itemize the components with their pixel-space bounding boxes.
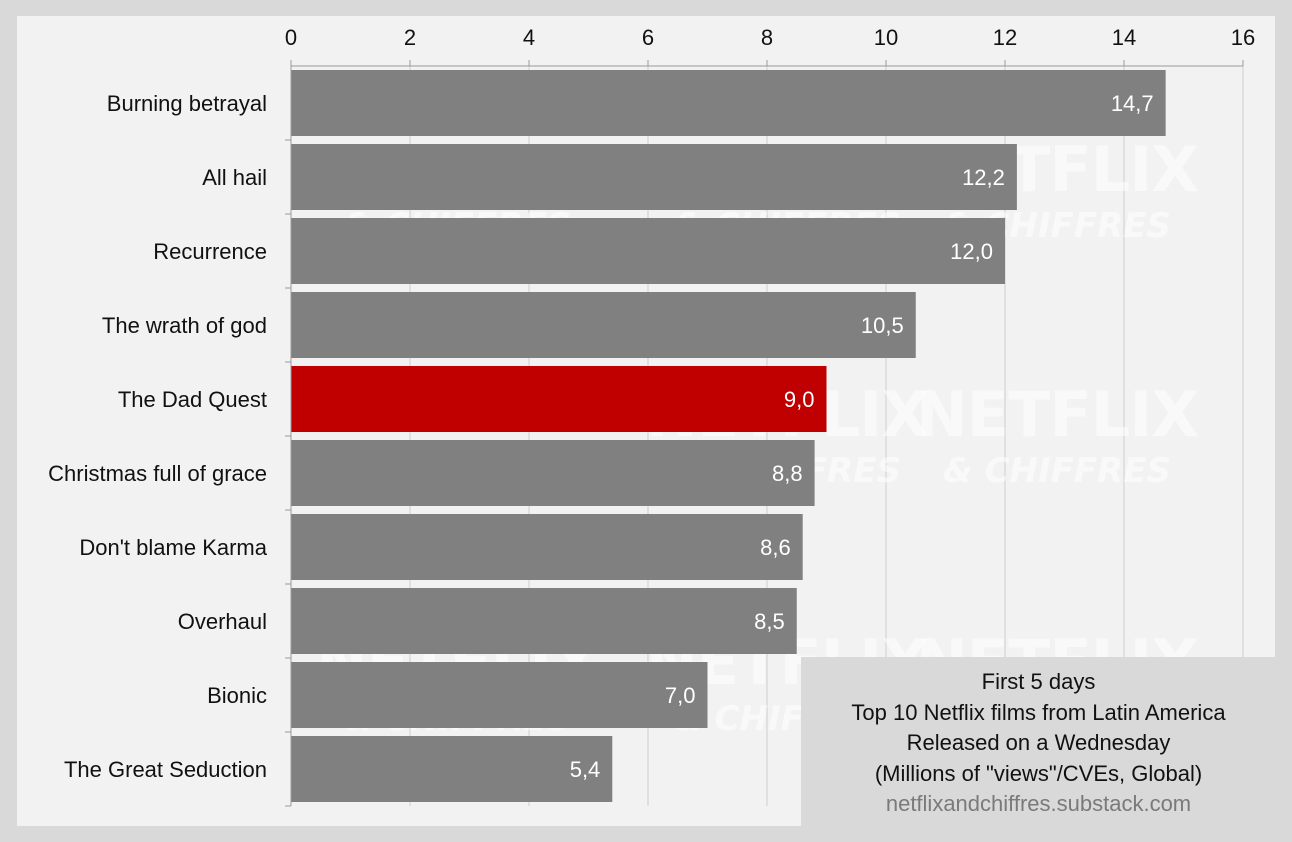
category-label: The wrath of god [102, 313, 267, 338]
bar-value-label: 8,5 [754, 609, 785, 634]
x-tick-label: 16 [1231, 25, 1255, 50]
bar [291, 218, 1005, 284]
bar [291, 292, 916, 358]
category-label: Burning betrayal [107, 91, 267, 116]
y-axis: Burning betrayal All hail Recurrence The wr… [48, 91, 268, 782]
x-tick-label: 0 [285, 25, 297, 50]
x-tick-label: 2 [404, 25, 416, 50]
x-tick-label: 6 [642, 25, 654, 50]
bar-value-label: 12,2 [962, 165, 1005, 190]
category-label: Christmas full of grace [48, 461, 267, 486]
category-label: Bionic [207, 683, 267, 708]
watermark-netflix: NETFLIX [916, 378, 1198, 451]
legend-box: First 5 days Top 10 Netflix films from L… [801, 657, 1276, 826]
legend-line-2: Top 10 Netflix films from Latin America [801, 698, 1276, 729]
legend-line-4: (Millions of "views"/CVEs, Global) [801, 759, 1276, 790]
legend-line-1: First 5 days [801, 667, 1276, 698]
bar [291, 70, 1166, 136]
bar-value-label: 8,6 [760, 535, 791, 560]
bar [291, 144, 1017, 210]
watermark-chiffres: & CHIFFRES [943, 451, 1171, 491]
category-label: The Dad Quest [118, 387, 267, 412]
bar-value-label: 5,4 [570, 757, 601, 782]
bar [291, 662, 708, 728]
bar [291, 514, 803, 580]
bar [291, 736, 612, 802]
bar [291, 588, 797, 654]
bar-value-label: 14,7 [1111, 91, 1154, 116]
bar [291, 366, 827, 432]
category-label: Overhaul [178, 609, 267, 634]
x-tick-label: 14 [1112, 25, 1136, 50]
bar [291, 440, 815, 506]
category-label: Don't blame Karma [79, 535, 267, 560]
x-tick-label: 12 [993, 25, 1017, 50]
category-label: All hail [202, 165, 267, 190]
category-label: The Great Seduction [64, 757, 267, 782]
bar-value-label: 9,0 [784, 387, 815, 412]
bar-value-label: 7,0 [665, 683, 696, 708]
bar-value-label: 8,8 [772, 461, 803, 486]
bar-value-label: 10,5 [861, 313, 904, 338]
source-link[interactable]: netflixandchiffres.substack.com [801, 789, 1276, 820]
legend-line-3: Released on a Wednesday [801, 728, 1276, 759]
x-tick-label: 8 [761, 25, 773, 50]
category-label: Recurrence [153, 239, 267, 264]
x-tick-label: 10 [874, 25, 898, 50]
bar-value-label: 12,0 [950, 239, 993, 264]
x-tick-label: 4 [523, 25, 535, 50]
